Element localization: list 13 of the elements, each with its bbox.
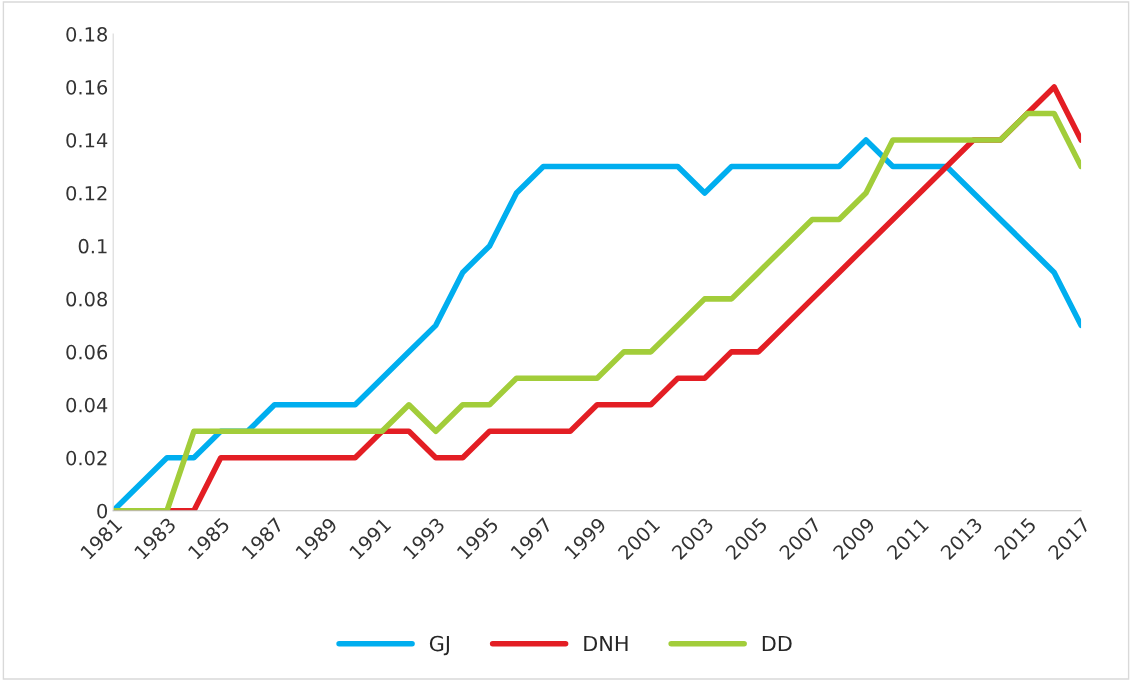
y-tick-label: 0 (97, 503, 108, 519)
y-tick-label: 0.14 (66, 132, 108, 148)
y-tick-label: 0.16 (66, 79, 108, 95)
y-tick-label: 0.02 (66, 450, 107, 466)
y-tick-label: 0.04 (66, 397, 108, 413)
y-tick-label: 0.08 (66, 291, 108, 307)
legend-label: GJ (429, 635, 449, 656)
legend-label: DD (762, 635, 792, 652)
legend-label: DNH (584, 635, 628, 652)
y-tick-label: 0.18 (66, 27, 108, 42)
y-tick-label: 0.06 (66, 344, 108, 360)
y-tick-label: 0.12 (66, 185, 107, 201)
y-tick-label: 0.1 (78, 238, 107, 254)
